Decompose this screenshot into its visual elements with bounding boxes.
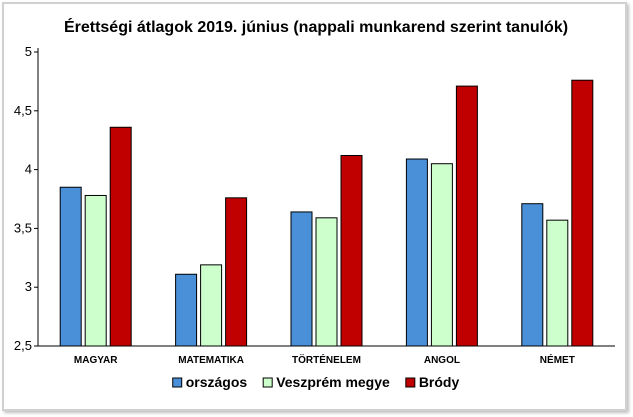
legend-swatch [405,377,416,388]
x-tick-label: MAGYAR [74,355,118,366]
y-tick-label: 3,5 [14,220,32,235]
legend: országos Veszprém megye Bródy [172,374,460,390]
bar-angol-1 [430,163,453,347]
y-axis: 2,5 3 3,5 4 4,5 5 [14,44,39,353]
bar-magyar-1 [84,194,107,347]
legend-swatch [262,377,273,388]
legend-label: országos [186,374,248,390]
bar-matematika-1 [200,264,223,347]
bar-német-2 [571,79,594,347]
bar-angol-0 [405,158,428,347]
bar-magyar-0 [59,186,82,347]
bar-történelem-0 [290,211,313,347]
bar-matematika-2 [225,197,248,347]
bar-matematika-0 [175,273,198,347]
legend-swatch [172,377,183,388]
y-tick-label: 5 [25,44,32,59]
x-axis: MAGYAR MATEMATIKA TÖRTÉNELEM ANGOL NÉMET [38,345,615,366]
bar-történelem-2 [340,154,363,347]
bar-német-1 [546,219,569,347]
x-tick-label: NÉMET [540,353,575,366]
bars-group [59,79,594,347]
legend-label: Bródy [419,374,460,390]
x-tick-label: ANGOL [424,355,460,366]
chart-title: Érettségi átlagok 2019. június (nappali … [64,17,568,36]
legend-label: Veszprém megye [276,374,390,390]
x-tick-label: MATEMATIKA [178,355,244,366]
y-tick-label: 4,5 [14,103,32,118]
y-tick-label: 3 [25,279,32,294]
bar-magyar-2 [109,126,132,347]
bar-német-0 [521,203,544,347]
bar-történelem-1 [315,217,338,347]
bar-angol-2 [455,85,478,347]
y-tick-label: 2,5 [14,338,32,353]
y-tick-label: 4 [25,162,32,177]
x-tick-label: TÖRTÉNELEM [292,353,361,366]
